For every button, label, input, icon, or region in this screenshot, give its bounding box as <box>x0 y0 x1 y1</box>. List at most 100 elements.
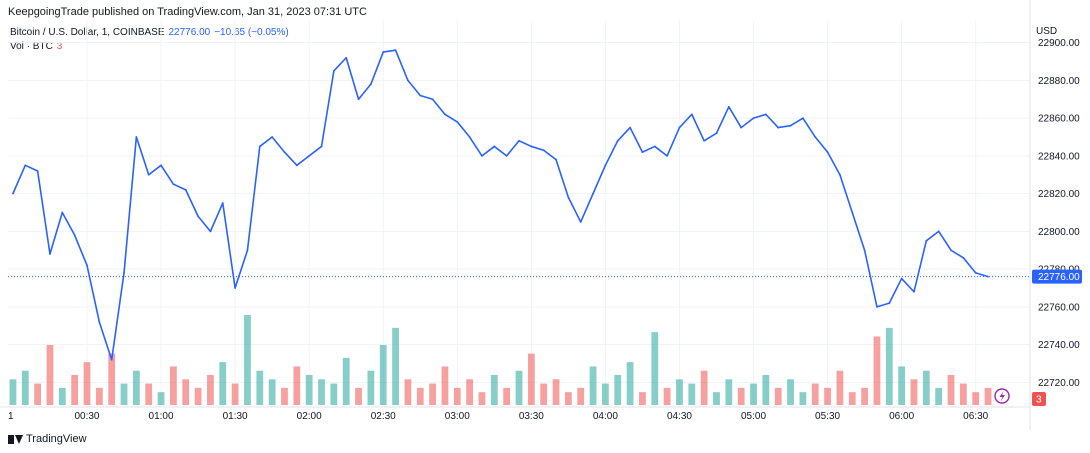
price-point <box>407 79 409 82</box>
price-point <box>332 70 335 72</box>
published-line: KeepgoingTrade published on TradingView.… <box>8 6 367 18</box>
volume-bar <box>429 383 436 405</box>
volume-bar <box>441 366 449 405</box>
price-point <box>666 154 669 157</box>
price-point <box>789 124 792 127</box>
volume-bar <box>848 392 856 405</box>
price-point <box>73 234 76 237</box>
price-point <box>579 221 582 223</box>
volume-bar <box>330 383 338 405</box>
last-price-tag-label: 22776.00 <box>1038 272 1080 283</box>
price-point <box>295 164 298 167</box>
volume-label[interactable]: Vol · BTC <box>10 41 53 52</box>
price-point <box>86 264 88 267</box>
volume-bar <box>527 353 535 405</box>
price-change: −10.65 (−0.05%) <box>214 27 289 38</box>
price-point <box>937 230 940 233</box>
volume-bar <box>157 392 165 405</box>
price-point <box>493 145 496 148</box>
volume-bar <box>873 336 881 405</box>
price-point <box>555 158 557 161</box>
y-tick-label: 22860.00 <box>1038 114 1080 125</box>
price-point <box>888 302 891 304</box>
price-point <box>518 139 520 142</box>
currency-label[interactable]: USD <box>1036 26 1058 37</box>
volume-bar <box>676 379 683 405</box>
volume-bar <box>404 379 412 405</box>
volume-bar <box>342 357 350 405</box>
price-point <box>444 113 446 116</box>
price-point <box>962 256 965 259</box>
price-point <box>851 211 854 214</box>
y-tick-label: 22800.00 <box>1038 227 1080 238</box>
price-point <box>604 164 607 167</box>
price-point <box>481 154 483 157</box>
volume-bar <box>626 362 634 405</box>
footer: TradingView <box>8 433 87 445</box>
price-point <box>36 170 39 172</box>
volume-bar <box>182 379 190 405</box>
y-tick-label: 22720.00 <box>1038 378 1080 389</box>
footer-brand: TradingView <box>26 433 87 445</box>
volume-bar <box>71 375 79 405</box>
price-point <box>678 126 681 129</box>
last-price: 22776.00 <box>168 27 211 38</box>
price-point <box>616 139 619 142</box>
x-tick-label: 03:00 <box>445 411 470 422</box>
price-point <box>740 126 743 129</box>
price-point <box>49 253 51 255</box>
volume-bar <box>861 387 868 405</box>
price-point <box>246 249 249 252</box>
volume-bar <box>281 387 288 405</box>
volume-bar <box>762 375 770 405</box>
price-point <box>690 113 693 116</box>
price-point <box>913 290 915 293</box>
y-tick-label: 22820.00 <box>1038 189 1080 200</box>
volume-bar <box>972 392 980 405</box>
x-tick-label: 04:30 <box>667 411 692 422</box>
volume-bar <box>9 379 17 405</box>
price-point <box>172 183 175 186</box>
price-point <box>24 164 27 167</box>
price-point <box>950 249 952 252</box>
volume-bar <box>58 387 66 405</box>
volume-bar <box>602 383 609 405</box>
volume-bar <box>355 387 362 405</box>
price-point <box>147 173 150 176</box>
price-point <box>505 154 508 157</box>
price-point <box>283 151 286 154</box>
lightning-icon[interactable] <box>994 388 1010 404</box>
volume-bar <box>207 375 214 405</box>
y-tick-label: 22760.00 <box>1038 302 1080 313</box>
volume-bar <box>293 366 301 405</box>
price-point <box>974 271 977 274</box>
x-tick-label: 02:00 <box>297 411 322 422</box>
volume-bar <box>885 327 893 405</box>
volume-bar <box>935 387 943 405</box>
volume-bar <box>824 387 831 405</box>
volume-bar <box>984 387 992 405</box>
volume-bar <box>416 387 424 405</box>
volume-bar <box>46 345 54 405</box>
price-point <box>197 215 199 218</box>
volume-bar <box>95 387 103 405</box>
price-axis[interactable]: 22720.0022740.0022760.0022780.0022800.00… <box>1029 0 1080 430</box>
volume-bar <box>515 370 523 405</box>
volume-bar <box>700 370 708 405</box>
price-point <box>826 151 829 154</box>
time-axis[interactable]: 00:30 01:00 01:30 02:00 02:30 03:00 03:30 04:00… <box>0 406 1030 422</box>
volume-bar <box>651 332 659 405</box>
volume-bar <box>688 383 696 405</box>
price-point <box>419 94 422 97</box>
price-point <box>382 51 385 53</box>
volume-bar <box>614 375 622 405</box>
x-tick-label: 01:00 <box>149 411 174 422</box>
volume-bar <box>453 387 461 405</box>
volume-bar <box>552 379 560 405</box>
x-tick-label: 01:30 <box>223 411 248 422</box>
price-point <box>629 126 631 129</box>
volume-bar <box>787 379 794 405</box>
volume-bar <box>922 370 930 405</box>
price-line <box>12 49 989 361</box>
